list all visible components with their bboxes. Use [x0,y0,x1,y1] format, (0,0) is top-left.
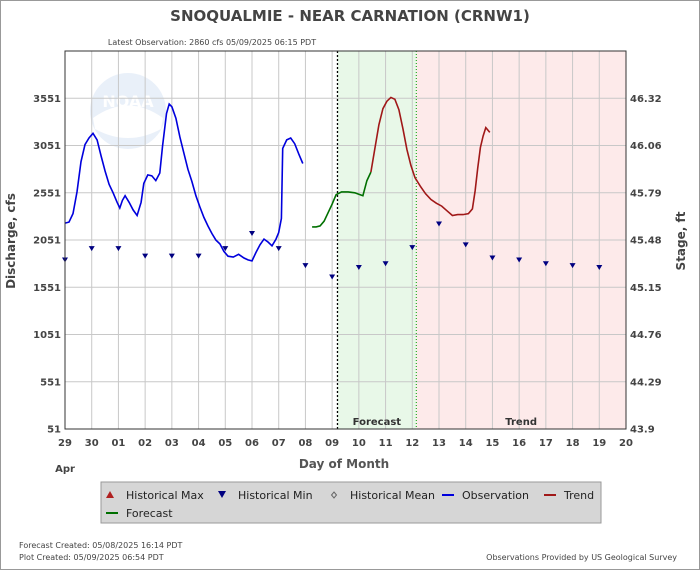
historical-min-marker [168,253,175,259]
x-tick-label: 04 [192,438,206,449]
plot-area: NOAA Forecast Trend 29 30 01 02 03 04 05 06 07 08 09 1… [33,50,662,449]
legend-item: Trend [544,489,594,502]
y-tick-label: 3551 [33,94,61,105]
y2-tick-label: 46.06 [630,141,662,152]
trend-region-label: Trend [505,417,537,428]
noaa-logo-text: NOAA [102,92,154,111]
legend-label: Historical Min [238,489,313,502]
historical-min-marker [249,230,255,236]
y2-tick-label: 45.79 [630,188,662,199]
y2-tick-label: 43.9 [630,425,655,436]
legend-item: Forecast [106,507,173,520]
y-tick-label: 1551 [33,283,61,294]
historical-min-marker [115,246,122,252]
x-tick-label: 12 [405,438,419,449]
x-tick-label: 20 [619,438,633,449]
y-tick-label: 2051 [33,236,61,247]
x-tick-label: 18 [566,438,580,449]
historical-min-marker [569,263,576,269]
y2-tick-label: 46.32 [630,94,662,105]
historical-min-marker [355,264,362,270]
y2-tick-label: 45.15 [630,283,662,294]
x-tick-label: 17 [539,438,553,449]
x-tick-label: 08 [298,438,312,449]
historical-min-marker [275,246,282,252]
legend-label: Observation [462,489,529,502]
noaa-logo-disc [90,73,166,149]
x-tick-label: 07 [272,438,286,449]
historical-min-marker [142,253,149,259]
legend-max-marker [106,491,114,498]
historical-min-marker [596,264,603,270]
series-line-observation [64,102,304,262]
y2-tick-label: 44.76 [630,330,662,341]
historical-min-marker [489,255,496,261]
x-tick-label: 30 [85,438,99,449]
x-axis-label: Day of Month [299,457,389,471]
legend-item: Observation [442,489,529,502]
x-tick-label: 19 [592,438,606,449]
x-tick-label: 15 [485,438,499,449]
historical-min-marker [542,261,549,267]
legend-label: Trend [563,489,594,502]
legend-item: Historical Min [218,489,313,502]
chart-title: SNOQUALMIE - NEAR CARNATION (CRNW1) [170,7,530,25]
series-line-forecast [312,171,372,228]
historical-min-marker [302,263,309,269]
x-tick-label: 01 [111,438,125,449]
y-tick-label: 51 [47,425,61,436]
legend: Historical Max Historical Min Historical M… [100,481,602,524]
plot-frame [64,50,627,430]
x-month-label: Apr [55,464,75,475]
historical-min-marker [462,242,469,248]
x-tick-label: 03 [165,438,179,449]
x-tick-label: 11 [379,438,393,449]
historical-min-marker [382,261,389,267]
y-tick-label: 2551 [33,188,61,199]
x-tick-label: 05 [218,438,232,449]
legend-label: Forecast [126,507,173,520]
data-credit: Observations Provided by US Geological S… [486,553,677,562]
noaa-watermark-logo: NOAA [90,73,166,149]
x-tick-label: 29 [58,438,72,449]
historical-min-marker [516,257,523,263]
x-tick-label: 02 [138,438,152,449]
y-axis-label: Discharge, cfs [4,193,18,289]
historical-min-marker [195,253,202,259]
x-tick-label: 06 [245,438,259,449]
legend-label: Historical Max [126,489,204,502]
plot-created: Plot Created: 05/09/2025 06:54 PDT [19,553,164,562]
y2-tick-label: 44.29 [630,377,662,388]
legend-item: Historical Max [106,489,204,502]
x-tick-label: 16 [512,438,526,449]
forecast-created: Forecast Created: 05/08/2025 16:14 PDT [19,541,183,550]
y2-axis-label: Stage, ft [674,211,688,270]
historical-min-marker [88,246,95,252]
historical-min-marker [222,246,229,252]
y-tick-label: 3051 [33,141,61,152]
legend-min-marker [218,491,226,498]
legend-mean-marker [330,491,338,499]
x-tick-label: 09 [325,438,339,449]
historical-min-marker [329,274,336,280]
legend-label: Historical Mean [350,489,435,502]
y-tick-label: 1051 [33,330,61,341]
legend-item: Historical Mean [330,489,435,502]
y2-tick-label: 45.48 [630,236,662,247]
x-tick-label: 13 [432,438,446,449]
historical-min-marker [409,245,416,251]
forecast-region-label: Forecast [353,417,402,428]
latest-observation: Latest Observation: 2860 cfs 05/09/2025 … [108,38,316,47]
x-tick-label: 10 [352,438,366,449]
legend-box [100,481,602,524]
y-tick-label: 551 [40,377,61,388]
series-line-trend [370,96,491,217]
x-tick-label: 14 [459,438,473,449]
historical-min-marker [436,221,442,227]
